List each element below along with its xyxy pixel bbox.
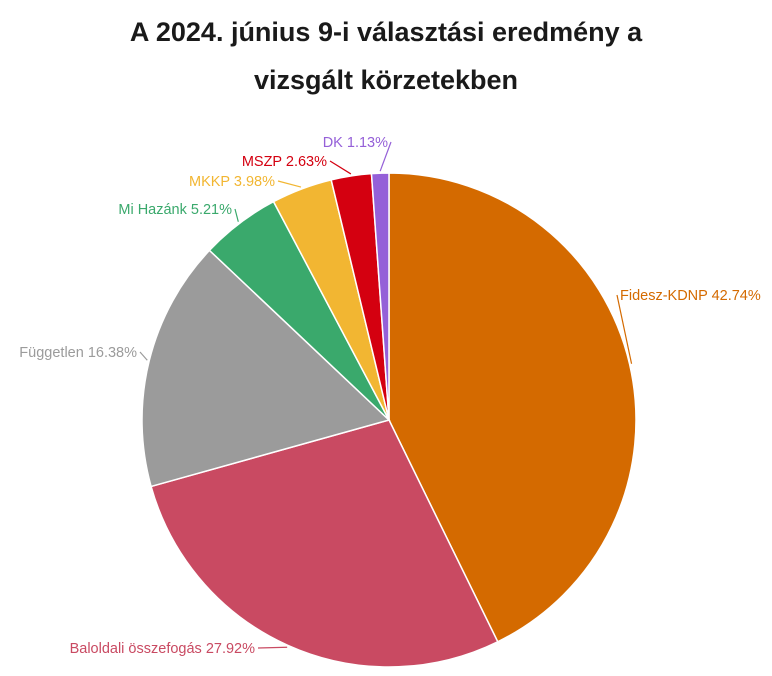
leader-line-mszp [329,160,352,175]
slice-label-mszp: MSZP 2.63% [242,154,327,170]
leader-line-mi-haz-nk [234,208,239,222]
slice-label-mi-haz-nk: Mi Hazánk 5.21% [118,202,232,218]
pie-slice-baloldali-sszefog-s [150,419,499,668]
slice-label-mkkp: MKKP 3.98% [189,174,275,190]
leader-line-fidesz-kdnp [616,294,633,364]
slice-label-fidesz-kdnp: Fidesz-KDNP 42.74% [620,288,761,304]
slice-label-f-ggetlen: Független 16.38% [19,345,137,361]
chart-title-line-1: A 2024. június 9-i választási eredmény a [129,17,643,47]
leader-line-mkkp [277,180,302,188]
chart-title: A 2024. június 9-i választási eredmény a… [0,8,772,104]
pie-slice-f-ggetlen [141,249,391,488]
pie-slice-dk [370,172,390,421]
leader-line-baloldali-sszefog-s [257,646,288,649]
slice-label-baloldali-sszefog-s: Baloldali összefogás 27.92% [70,641,256,657]
chart-title-line-2: vizsgált körzetekben [253,65,519,95]
leader-line-f-ggetlen [139,351,148,361]
leader-line-dk [379,141,392,172]
slice-label-dk: DK 1.13% [323,135,388,151]
pie-slice-fidesz-kdnp [388,172,637,643]
